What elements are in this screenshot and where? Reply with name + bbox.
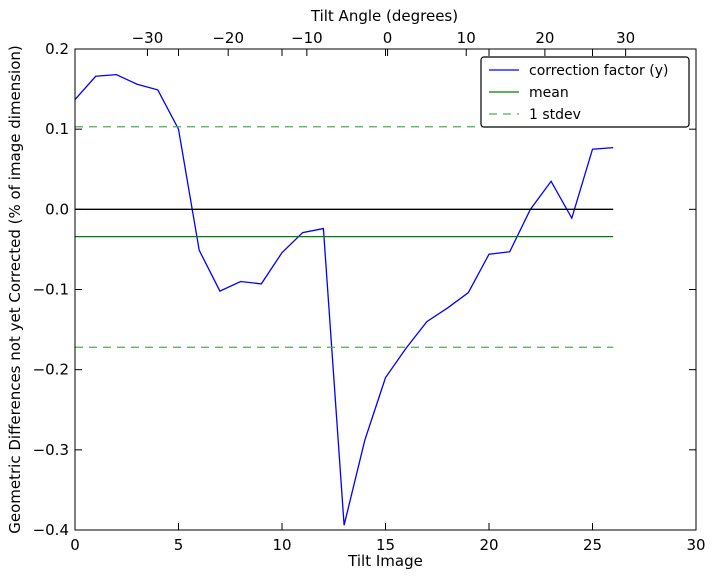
series-line-0 [74, 73, 614, 526]
series-layer [74, 73, 614, 526]
y-tick-label: −0.1 [33, 281, 69, 299]
legend-box [480, 56, 690, 128]
legend-label: mean [529, 85, 569, 101]
x-tick-label: 25 [583, 536, 602, 554]
y-tick-label: −0.3 [33, 441, 69, 459]
y-tick-label: 0.0 [45, 200, 69, 218]
top-tick-label: 20 [535, 29, 554, 47]
top-tick-label: −20 [212, 29, 244, 47]
top-tick-label: −10 [291, 29, 323, 47]
legend-label: 1 stdev [529, 107, 581, 123]
x-tick-label: 5 [174, 536, 184, 554]
x-tick-label: 15 [376, 536, 395, 554]
ticks-layer: 0 5 10 15 20 25 30 −30 −20 −10 0 10 20 30 0.2 0.1 0.0 −0.… [33, 29, 706, 554]
x-tick-label: 10 [272, 536, 291, 554]
x-tick-label: 30 [686, 536, 705, 554]
y-tick-label: 0.2 [45, 40, 69, 58]
top-axis-label: Tilt Angle (degrees) [310, 7, 458, 25]
y-axis-label: Geometric Differences not yet Corrected … [6, 45, 24, 534]
top-tick-label: 30 [616, 29, 635, 47]
top-tick-label: 0 [383, 29, 393, 47]
legend-label: correction factor (y) [529, 63, 668, 79]
top-tick-label: 10 [457, 29, 476, 47]
top-tick-label: −30 [132, 29, 164, 47]
y-tick-label: −0.4 [33, 521, 69, 539]
x-tick-label: 20 [479, 536, 498, 554]
y-tick-label: 0.1 [45, 120, 69, 138]
x-tick-label: 0 [70, 536, 80, 554]
y-tick-label: −0.2 [33, 361, 69, 379]
legend: correction factor (y) mean 1 stdev [480, 56, 690, 128]
x-axis-label: Tilt Image [347, 552, 423, 570]
